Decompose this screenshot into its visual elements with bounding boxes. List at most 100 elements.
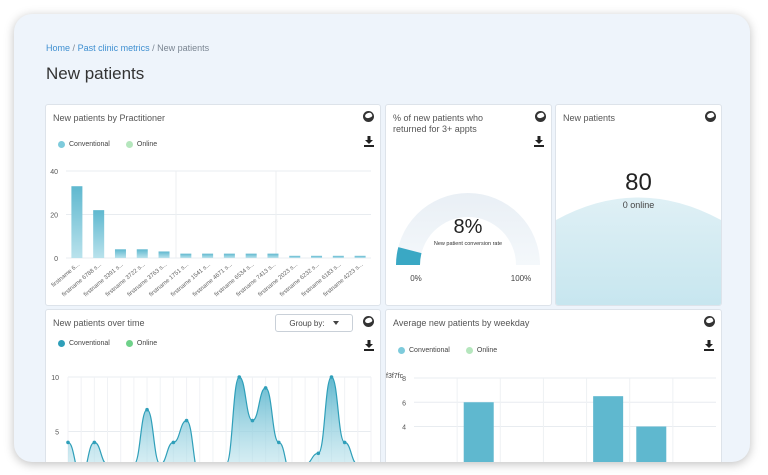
x-tick-label: firstname 7413 s...: [236, 262, 278, 299]
over-time-chart-card: New patients over time Group by: Convent…: [45, 309, 381, 462]
x-tick-label: firstname 6534 s...: [214, 262, 256, 299]
data-point: [145, 407, 149, 412]
card-title: % of new patients who returned for 3+ ap…: [393, 113, 483, 135]
bar: [463, 402, 494, 462]
bar: [71, 186, 83, 258]
bar: [245, 253, 257, 258]
data-point: [184, 418, 189, 423]
x-tick-label: firstname 4223 s...: [323, 262, 365, 299]
globe-icon[interactable]: [705, 111, 716, 122]
card-title-line: % of new patients who: [393, 113, 484, 123]
legend-item-online[interactable]: Online: [125, 141, 157, 148]
x-tick-label: firstname 3763 s...: [127, 262, 169, 299]
x-tick-label: firstname 1751 s...: [148, 262, 190, 299]
breadcrumb-section-link[interactable]: Past clinic metrics: [77, 43, 150, 53]
bar: [289, 255, 301, 258]
bar: [354, 255, 366, 258]
chevron-down-icon: [332, 321, 339, 325]
x-tick-label: firstname 3722 s...: [105, 262, 147, 299]
bar: [93, 210, 105, 258]
y-tick-label: 10: [51, 375, 59, 382]
bar: [136, 249, 148, 258]
y-tick-label: 4: [402, 425, 406, 432]
globe-icon[interactable]: [704, 316, 715, 327]
gauge-track: [396, 193, 540, 265]
bar: [158, 251, 170, 258]
over-time-area-chart: 5 10: [51, 375, 372, 462]
download-icon[interactable]: [364, 340, 374, 351]
card-title-line: returned for 3+ appts: [393, 124, 477, 134]
data-point: [250, 418, 255, 423]
y-tick-label: 0: [54, 256, 58, 263]
legend-swatch: [125, 141, 133, 148]
gauge-max-label: 100%: [511, 274, 531, 283]
legend-swatch: [398, 347, 405, 354]
series-line: [67, 376, 356, 462]
background-arc: [556, 197, 721, 305]
new-patients-card: New patients 80 0 online: [555, 104, 722, 306]
download-icon[interactable]: [364, 136, 374, 147]
x-tick-label: firstname 3391 s...: [83, 262, 125, 299]
bar: [180, 253, 192, 258]
group-by-dropdown[interactable]: Group by:: [275, 314, 353, 332]
legend-item-conventional[interactable]: Conventional: [58, 340, 110, 347]
app-frame: Home / Past clinic metrics / New patient…: [14, 14, 750, 462]
x-tick-label: firstname 6183 s...: [301, 262, 343, 299]
gauge-value: 8%: [454, 216, 483, 238]
bar: [593, 396, 624, 462]
globe-icon[interactable]: [363, 111, 374, 122]
bar: [311, 255, 323, 258]
data-point: [66, 440, 70, 445]
y-tick-label: 8: [402, 376, 406, 383]
data-point: [171, 440, 176, 445]
returned-gauge-card: % of new patients who returned for 3+ ap…: [385, 104, 552, 306]
breadcrumb-separator: /: [72, 43, 76, 53]
legend-item-conventional[interactable]: Conventional: [58, 141, 110, 148]
weekday-chart-card: Average new patients by weekday Conventi…: [385, 309, 722, 462]
legend-label: Conventional: [409, 347, 450, 354]
bar: [267, 253, 279, 258]
practitioner-chart-card: New patients by Practitioner Conventiona…: [45, 104, 381, 306]
globe-icon[interactable]: [535, 111, 546, 122]
legend-swatch: [465, 347, 473, 354]
globe-icon[interactable]: [363, 316, 374, 327]
breadcrumb-current: New patients: [157, 43, 210, 53]
gauge-min-label: 0%: [410, 274, 422, 283]
breadcrumb-home-link[interactable]: Home: [46, 43, 71, 53]
download-icon[interactable]: [704, 340, 714, 351]
chart-legend: Conventional Online: [398, 347, 497, 354]
legend-label: Conventional: [69, 141, 110, 148]
legend-item-conventional[interactable]: Conventional: [398, 347, 450, 354]
bar: [332, 255, 344, 258]
bar: [223, 253, 235, 258]
series-area: [68, 377, 355, 462]
stray-text: f3f7fc: [386, 373, 404, 380]
legend-label: Conventional: [69, 340, 110, 347]
download-icon[interactable]: [534, 136, 544, 147]
y-tick-label: 6: [402, 400, 406, 407]
breadcrumb: Home / Past clinic metrics / New patient…: [46, 43, 209, 53]
data-point: [92, 440, 97, 445]
legend-label: Online: [476, 347, 498, 354]
x-tick-label: firstname 1541 s...: [170, 262, 212, 299]
x-tick-label: firstname 6788 s...: [61, 262, 103, 299]
bar: [114, 249, 126, 258]
card-title: New patients by Practitioner: [53, 113, 166, 123]
gauge-subtitle: New patient conversion rate: [434, 241, 502, 247]
data-point: [276, 440, 281, 445]
legend-swatch: [58, 340, 65, 347]
card-title: Average new patients by weekday: [393, 318, 530, 328]
data-point: [329, 375, 334, 379]
x-tick-label: firstname 6232 s...: [279, 262, 321, 299]
card-title: New patients: [563, 113, 616, 123]
x-tick-label: firstname 4671 s...: [192, 262, 234, 299]
gauge-fill: [396, 247, 422, 265]
legend-item-online[interactable]: Online: [125, 340, 157, 347]
data-point: [263, 386, 268, 390]
y-tick-label: 40: [50, 169, 58, 176]
data-point: [237, 375, 242, 379]
legend-item-online[interactable]: Online: [465, 347, 498, 354]
x-tick-label: firstname 2023 s...: [257, 262, 299, 299]
y-tick-label: 20: [50, 213, 58, 220]
